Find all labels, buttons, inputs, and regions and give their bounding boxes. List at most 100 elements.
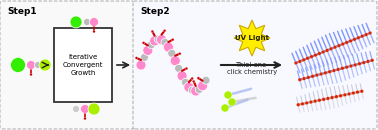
Circle shape xyxy=(39,59,51,71)
Circle shape xyxy=(163,42,174,52)
Circle shape xyxy=(305,101,308,105)
Circle shape xyxy=(181,78,189,86)
Circle shape xyxy=(192,80,195,83)
Circle shape xyxy=(330,96,334,99)
Circle shape xyxy=(370,58,374,62)
Circle shape xyxy=(324,71,327,75)
Circle shape xyxy=(360,89,364,93)
Circle shape xyxy=(352,91,355,95)
Text: UV Light: UV Light xyxy=(235,35,269,41)
Circle shape xyxy=(328,70,332,73)
Circle shape xyxy=(311,74,314,78)
Circle shape xyxy=(353,38,356,41)
Circle shape xyxy=(84,18,90,25)
Circle shape xyxy=(170,56,180,66)
Circle shape xyxy=(168,49,176,57)
Circle shape xyxy=(366,60,370,63)
Circle shape xyxy=(191,86,201,96)
FancyBboxPatch shape xyxy=(0,1,134,129)
Circle shape xyxy=(175,64,183,72)
Circle shape xyxy=(151,30,154,33)
Circle shape xyxy=(70,16,82,28)
Circle shape xyxy=(322,98,325,101)
Circle shape xyxy=(11,57,25,73)
Circle shape xyxy=(140,53,149,61)
Circle shape xyxy=(93,30,95,33)
Circle shape xyxy=(195,85,203,93)
Circle shape xyxy=(333,45,337,49)
Circle shape xyxy=(73,106,79,112)
Circle shape xyxy=(150,36,160,46)
Circle shape xyxy=(34,61,42,69)
Text: Step2: Step2 xyxy=(140,7,170,16)
Circle shape xyxy=(315,73,319,77)
Circle shape xyxy=(197,77,200,79)
Circle shape xyxy=(335,95,338,98)
Circle shape xyxy=(30,73,32,76)
Circle shape xyxy=(26,60,36,70)
Polygon shape xyxy=(234,20,270,56)
Circle shape xyxy=(306,56,310,60)
Circle shape xyxy=(228,98,236,106)
Circle shape xyxy=(356,36,360,40)
Circle shape xyxy=(302,77,306,80)
Circle shape xyxy=(313,99,317,103)
FancyBboxPatch shape xyxy=(54,28,112,102)
Circle shape xyxy=(326,97,330,100)
Circle shape xyxy=(349,39,352,43)
Circle shape xyxy=(321,50,325,54)
Circle shape xyxy=(343,93,347,97)
Circle shape xyxy=(184,82,194,92)
Circle shape xyxy=(136,60,146,70)
Circle shape xyxy=(156,35,167,45)
Circle shape xyxy=(307,76,310,79)
Circle shape xyxy=(302,58,305,62)
Circle shape xyxy=(341,42,345,46)
Circle shape xyxy=(298,78,302,82)
Circle shape xyxy=(161,38,169,46)
Circle shape xyxy=(341,66,344,70)
Circle shape xyxy=(178,52,181,55)
Circle shape xyxy=(345,65,349,69)
Circle shape xyxy=(135,57,138,59)
Circle shape xyxy=(177,71,187,81)
Circle shape xyxy=(188,86,196,94)
Circle shape xyxy=(325,49,329,52)
Circle shape xyxy=(296,103,300,107)
Circle shape xyxy=(88,103,100,115)
Circle shape xyxy=(356,90,359,94)
Circle shape xyxy=(349,64,353,68)
Circle shape xyxy=(84,117,86,120)
Circle shape xyxy=(301,102,304,106)
Circle shape xyxy=(345,41,349,44)
Circle shape xyxy=(362,61,366,64)
Circle shape xyxy=(310,55,313,58)
Circle shape xyxy=(309,100,313,104)
Text: Thiol-ene
click chemistry: Thiol-ene click chemistry xyxy=(227,62,277,75)
Circle shape xyxy=(294,61,298,65)
Circle shape xyxy=(163,29,166,32)
Circle shape xyxy=(143,45,153,55)
Circle shape xyxy=(81,105,90,113)
Circle shape xyxy=(198,81,208,91)
Circle shape xyxy=(142,42,145,44)
Circle shape xyxy=(364,33,368,36)
Circle shape xyxy=(319,72,323,76)
Circle shape xyxy=(90,18,99,27)
Circle shape xyxy=(337,44,341,47)
Circle shape xyxy=(202,76,210,84)
Circle shape xyxy=(191,77,194,80)
Circle shape xyxy=(361,34,364,38)
Circle shape xyxy=(154,35,162,43)
Circle shape xyxy=(332,69,336,72)
Circle shape xyxy=(318,52,321,55)
Circle shape xyxy=(314,53,317,57)
Circle shape xyxy=(353,63,357,67)
Text: Iterative
Convergent
Growth: Iterative Convergent Growth xyxy=(63,54,103,76)
Circle shape xyxy=(318,98,321,102)
Circle shape xyxy=(336,68,340,71)
Circle shape xyxy=(224,91,232,99)
FancyBboxPatch shape xyxy=(133,1,377,129)
Circle shape xyxy=(147,41,155,49)
Text: Step1: Step1 xyxy=(7,7,37,16)
